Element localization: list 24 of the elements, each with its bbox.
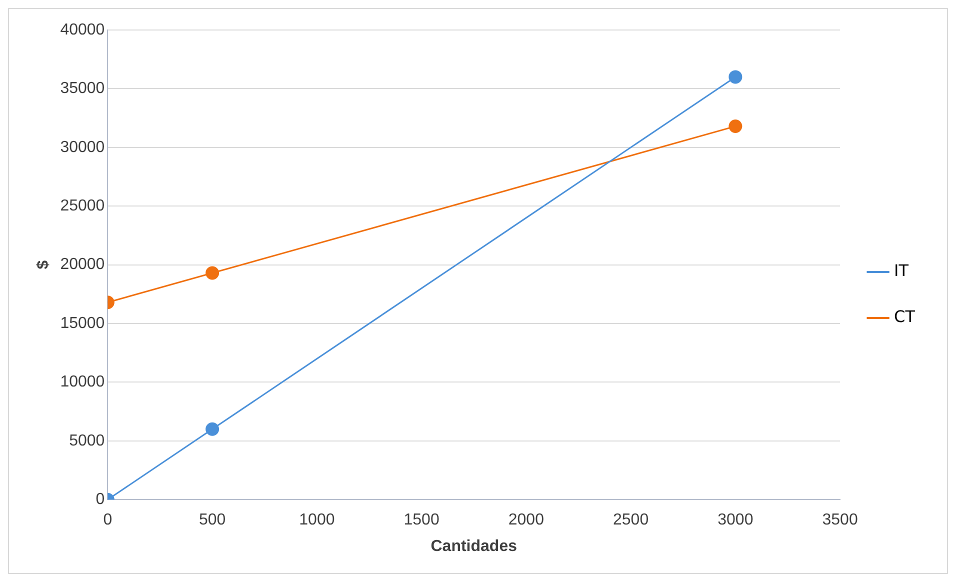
point (206, 266, 220, 280)
legend-label: CT (894, 307, 916, 326)
point (728, 120, 742, 134)
y-tick-label: 25000 (60, 198, 105, 215)
y-tick-label: 20000 (60, 256, 105, 274)
x-tick-label: 1500 (404, 512, 440, 529)
y-tick-label: 0 (96, 491, 105, 508)
y-axis-title: $ (35, 260, 52, 270)
y-tick-label: 35000 (60, 80, 105, 98)
x-tick-label: 1000 (299, 512, 335, 529)
point (728, 70, 742, 84)
y-tick-label: 5000 (69, 432, 105, 450)
y-tick-label: 30000 (60, 138, 105, 156)
y-tick-label: 10000 (60, 374, 105, 391)
x-tick-label: 2000 (508, 512, 544, 529)
x-axis-title: Cantidades (430, 538, 518, 555)
x-tick-label: 2500 (613, 512, 649, 529)
x-tick-label: 3000 (718, 512, 754, 529)
y-tick-label: 40000 (60, 21, 105, 38)
y-tick-label: 15000 (60, 314, 105, 332)
x-tick-label: 500 (198, 512, 226, 529)
x-tick-label: 3500 (822, 512, 858, 529)
point (206, 422, 220, 436)
legend-label: IT (894, 261, 909, 280)
